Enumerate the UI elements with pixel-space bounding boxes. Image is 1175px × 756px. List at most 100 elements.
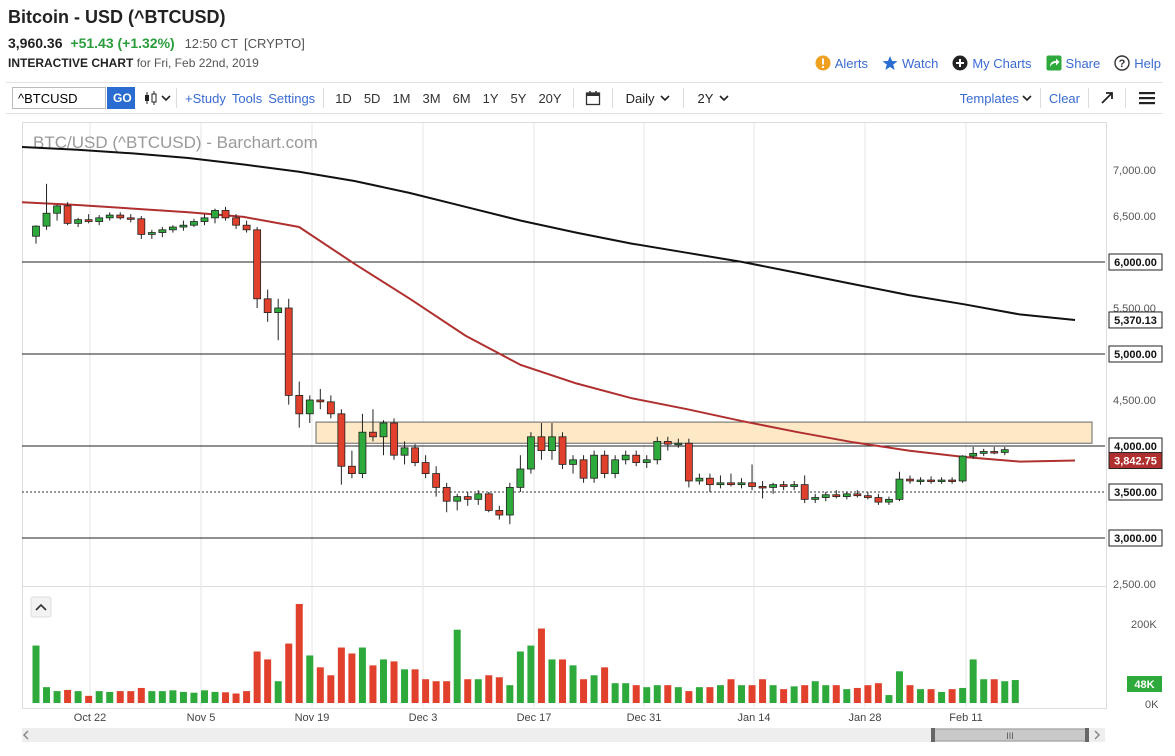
candle[interactable] — [748, 464, 756, 491]
period-20y[interactable]: 20Y — [538, 90, 562, 106]
candle[interactable] — [432, 466, 441, 497]
candle[interactable] — [558, 432, 567, 469]
candle[interactable] — [105, 212, 114, 221]
candle[interactable] — [916, 477, 925, 485]
candle[interactable] — [74, 217, 83, 228]
candle[interactable] — [390, 418, 398, 460]
expand-icon[interactable] — [1094, 91, 1120, 105]
range-select[interactable]: 2Y — [689, 91, 737, 106]
scroll-handle-right[interactable] — [1085, 728, 1089, 742]
candle[interactable] — [853, 490, 862, 498]
candle[interactable] — [316, 388, 325, 410]
period-1m[interactable]: 1M — [392, 90, 411, 106]
candle[interactable] — [832, 490, 841, 499]
candle[interactable] — [874, 493, 883, 505]
candle[interactable] — [674, 438, 683, 448]
tools-button[interactable]: Tools — [231, 90, 263, 106]
candle[interactable] — [358, 413, 367, 479]
candle[interactable] — [684, 438, 693, 488]
candle[interactable] — [653, 436, 662, 465]
candle[interactable] — [179, 220, 188, 231]
candle[interactable] — [969, 446, 978, 459]
candle[interactable] — [379, 420, 388, 456]
period-5y[interactable]: 5Y — [510, 90, 527, 106]
candle[interactable] — [958, 455, 967, 483]
candle[interactable] — [337, 409, 346, 485]
candle[interactable] — [695, 473, 704, 485]
candle[interactable] — [948, 477, 957, 484]
candle[interactable] — [590, 450, 598, 483]
candle[interactable] — [990, 446, 999, 455]
candle[interactable] — [737, 478, 746, 489]
watch-link[interactable]: Watch — [882, 55, 938, 71]
candle[interactable] — [263, 289, 272, 322]
candle[interactable] — [326, 395, 335, 419]
candle[interactable] — [253, 227, 262, 308]
candle[interactable] — [190, 218, 198, 228]
time-scrollbar[interactable]: III — [22, 728, 1105, 742]
candle[interactable] — [63, 202, 72, 226]
my-charts-link[interactable]: My Charts — [952, 55, 1032, 71]
candle[interactable] — [126, 214, 135, 223]
scroll-left-icon[interactable] — [22, 730, 29, 740]
study-button[interactable]: +Study — [185, 90, 226, 106]
candle[interactable] — [305, 395, 314, 423]
collapse-volume-button[interactable] — [30, 596, 52, 618]
interval-select[interactable]: Daily — [618, 91, 679, 106]
candle[interactable] — [516, 455, 525, 492]
candle[interactable] — [453, 493, 462, 511]
candle[interactable] — [442, 482, 451, 513]
go-button[interactable]: GO — [107, 87, 135, 109]
candle[interactable] — [42, 183, 51, 230]
candle[interactable] — [242, 220, 251, 233]
help-link[interactable]: ? Help — [1114, 55, 1161, 71]
candle[interactable] — [200, 214, 209, 226]
candle[interactable] — [527, 432, 535, 474]
share-link[interactable]: Share — [1046, 55, 1100, 71]
candle[interactable] — [347, 450, 356, 479]
candle[interactable] — [716, 475, 725, 489]
candle[interactable] — [505, 482, 514, 525]
candle[interactable] — [537, 423, 546, 460]
candle[interactable] — [569, 455, 577, 474]
menu-icon[interactable] — [1131, 91, 1163, 105]
candle[interactable] — [463, 492, 472, 506]
candle[interactable] — [1000, 446, 1009, 456]
candle[interactable] — [906, 475, 914, 484]
settings-button[interactable]: Settings — [268, 90, 316, 106]
period-6m[interactable]: 6M — [452, 90, 471, 106]
candle[interactable] — [663, 436, 672, 451]
candle[interactable] — [706, 473, 714, 492]
candle[interactable] — [863, 492, 872, 500]
scroll-right-icon[interactable] — [1094, 730, 1101, 740]
candle[interactable] — [937, 477, 946, 484]
candle[interactable] — [116, 212, 125, 220]
candle[interactable] — [421, 455, 430, 479]
candle[interactable] — [147, 229, 156, 239]
scroll-handle-left[interactable] — [931, 728, 935, 742]
candle[interactable] — [979, 448, 988, 457]
candle[interactable] — [400, 441, 409, 465]
candle[interactable] — [548, 423, 556, 460]
period-5d[interactable]: 5D — [363, 90, 381, 106]
candle[interactable] — [727, 473, 735, 487]
candle[interactable] — [95, 215, 104, 226]
candle[interactable] — [411, 444, 419, 467]
candle[interactable] — [842, 492, 851, 500]
candle[interactable] — [158, 227, 167, 238]
candle[interactable] — [284, 298, 293, 405]
candle[interactable] — [211, 208, 219, 224]
period-1d[interactable]: 1D — [335, 90, 352, 106]
templates-button[interactable]: Templates — [957, 91, 1035, 106]
alerts-link[interactable]: Alerts — [815, 55, 868, 71]
candle[interactable] — [779, 480, 788, 491]
candle[interactable] — [53, 204, 61, 221]
candle[interactable] — [600, 450, 609, 479]
candle[interactable] — [811, 493, 820, 504]
candle[interactable] — [32, 225, 40, 244]
candle[interactable] — [621, 450, 630, 465]
candle[interactable] — [369, 409, 377, 442]
candle[interactable] — [800, 475, 809, 504]
symbol-input[interactable] — [12, 87, 106, 109]
